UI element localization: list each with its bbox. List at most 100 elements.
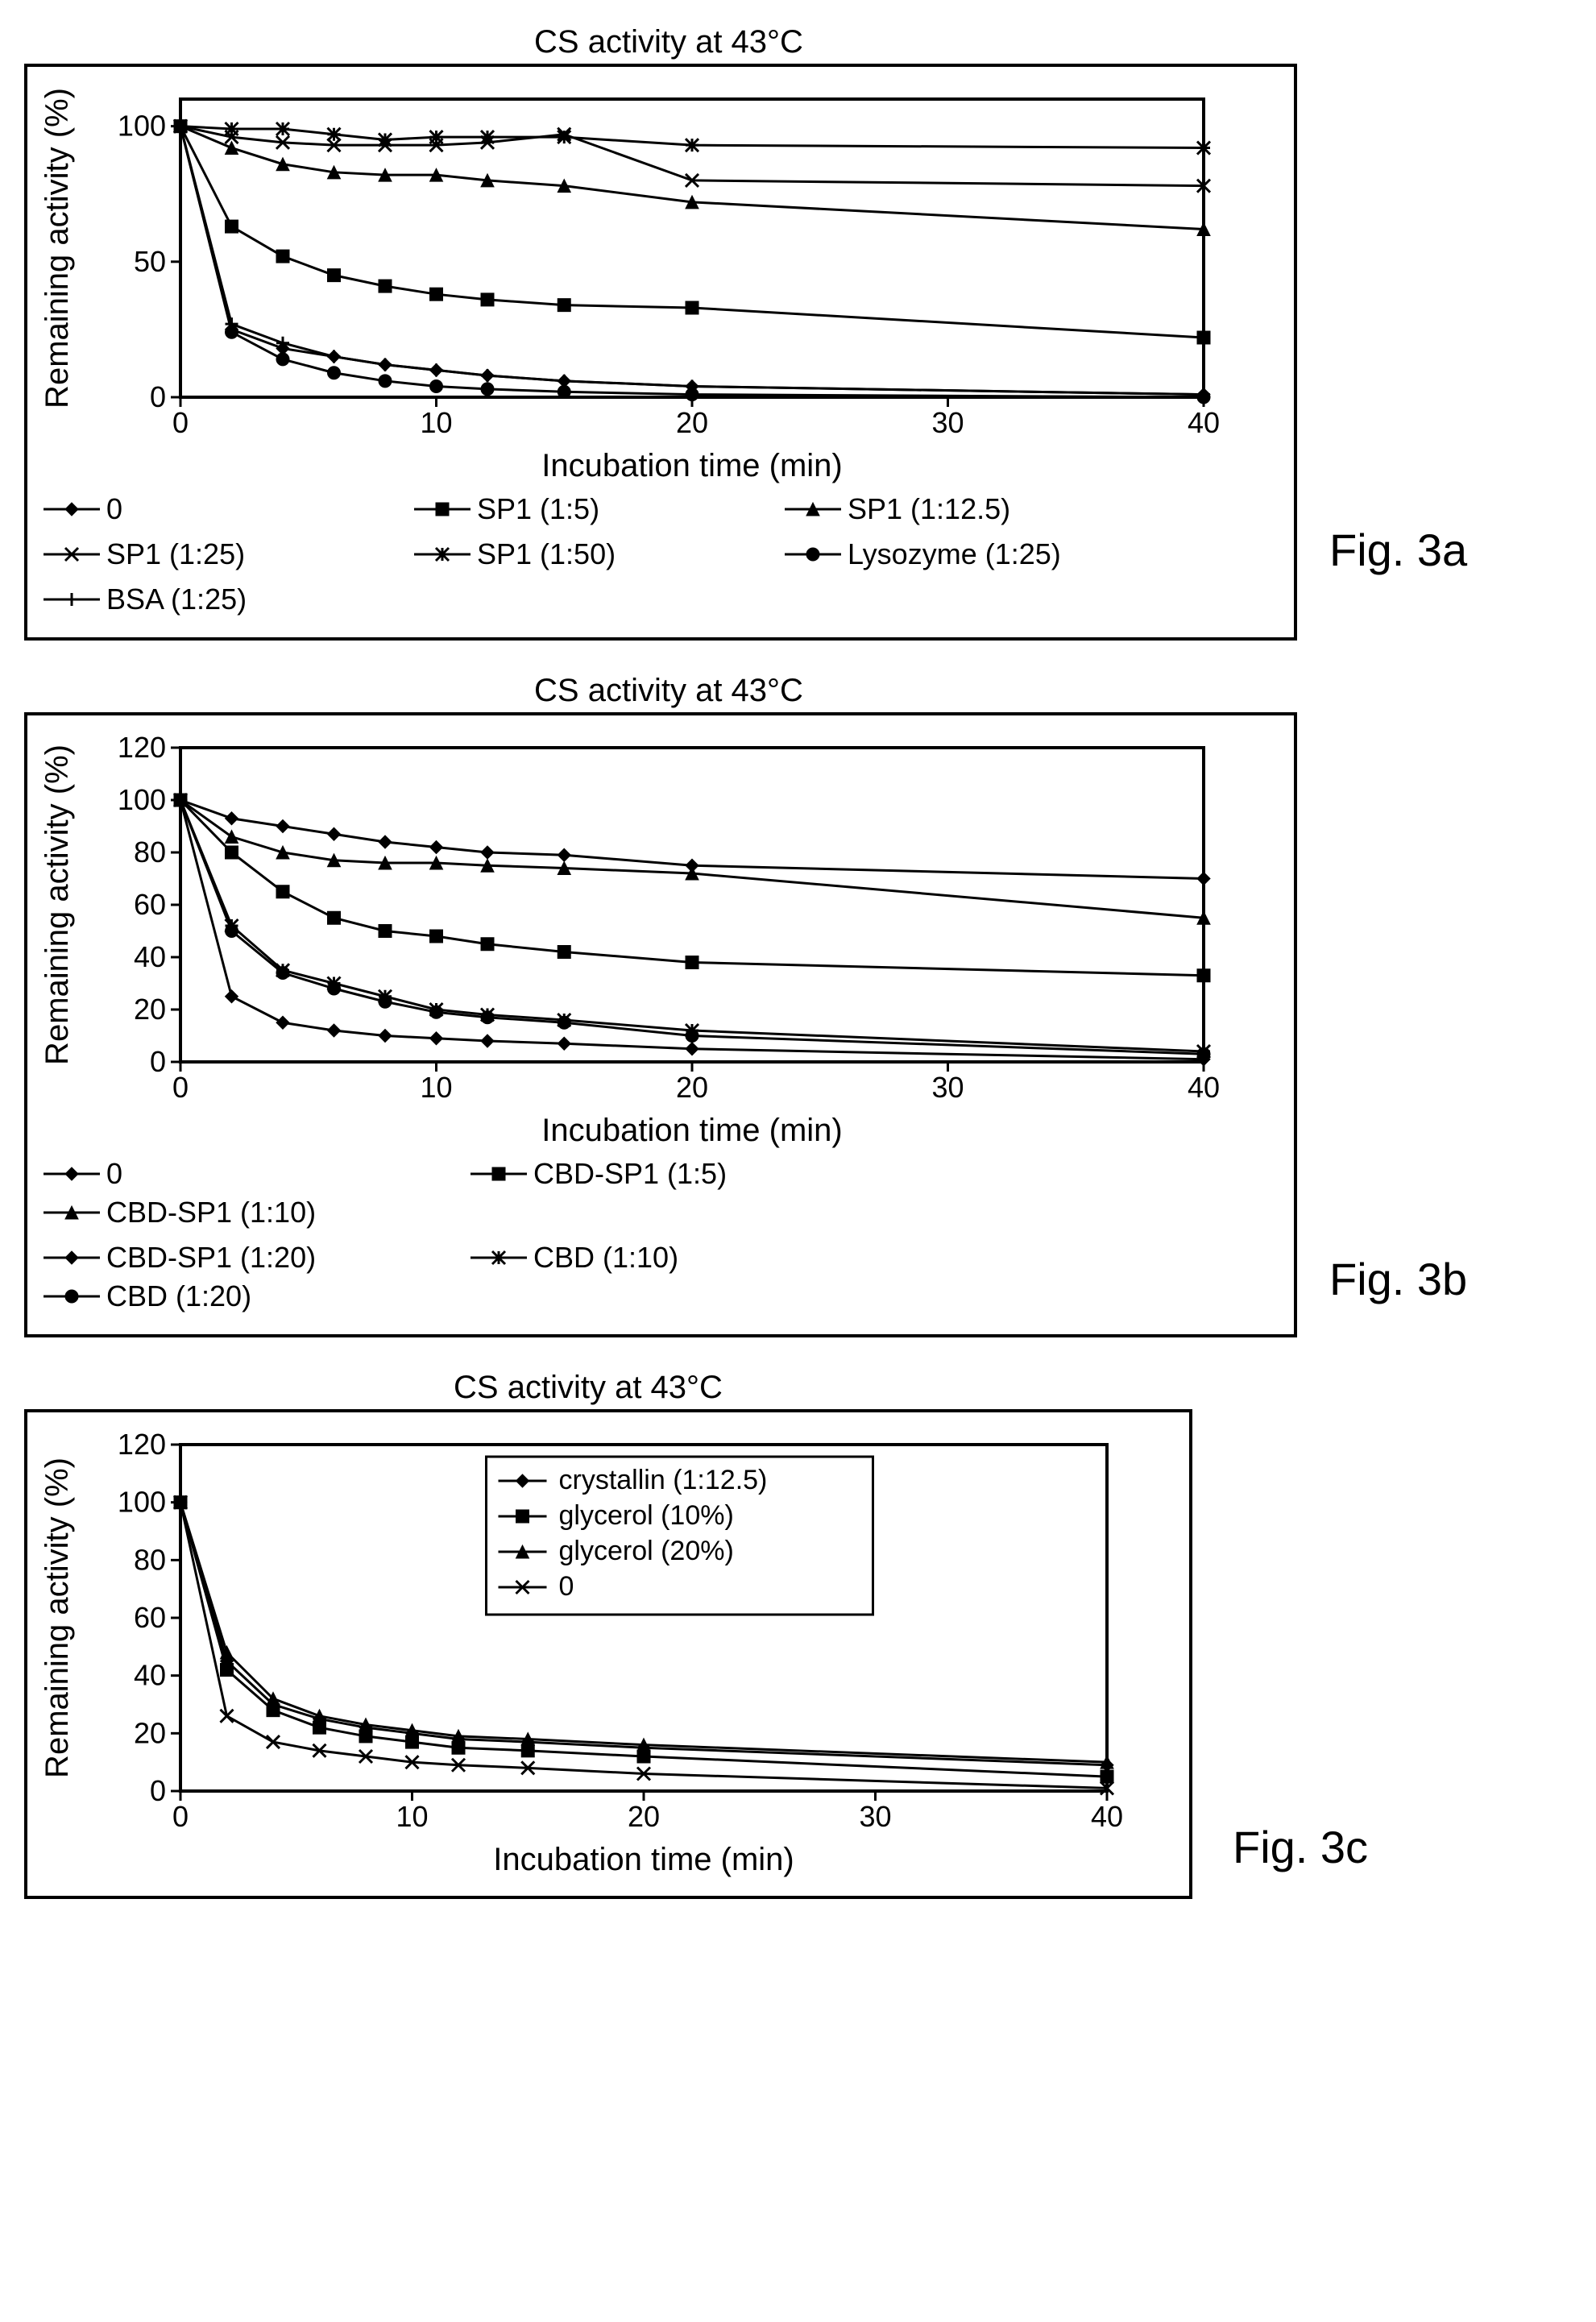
y-tick-label: 100 bbox=[118, 110, 166, 143]
y-tick-label: 80 bbox=[134, 1543, 166, 1576]
series-line bbox=[180, 800, 1204, 976]
legend-marker-icon bbox=[44, 497, 100, 521]
legend-marker-icon bbox=[44, 1284, 100, 1308]
chart-title-b: CS activity at 43°C bbox=[105, 673, 1233, 709]
legend-label: 0 bbox=[106, 492, 122, 526]
legend-a: 0 SP1 (1:5) SP1 (1:12.5) SP1 (1:25) SP1 (1:5… bbox=[44, 492, 1278, 621]
legend-label: crystallin (1:12.5) bbox=[559, 1465, 768, 1495]
x-axis-label: Incubation time (min) bbox=[541, 448, 842, 483]
x-tick-label: 20 bbox=[676, 1071, 708, 1104]
legend-label: BSA (1:25) bbox=[106, 583, 247, 616]
y-tick-label: 120 bbox=[118, 1428, 166, 1461]
legend-label: CBD-SP1 (1:5) bbox=[533, 1157, 727, 1191]
legend-item: CBD-SP1 (1:10) bbox=[44, 1196, 446, 1229]
legend-label: SP1 (1:50) bbox=[477, 537, 616, 571]
legend-item: BSA (1:25) bbox=[44, 583, 390, 616]
legend-item: 0 bbox=[44, 1157, 446, 1191]
x-tick-label: 30 bbox=[931, 406, 964, 439]
legend-marker-icon bbox=[44, 1246, 100, 1270]
legend-item: Lysozyme (1:25) bbox=[785, 537, 1188, 571]
chart-b: 0 20 40 60 80 100 120 0 10 20 30 40 Incubation time … bbox=[44, 732, 1278, 1151]
panel-b: 0 20 40 60 80 100 120 0 10 20 30 40 Incubation time … bbox=[24, 712, 1297, 1337]
legend-marker-icon bbox=[785, 542, 841, 566]
legend-row: SP1 (1:25) SP1 (1:50) Lysozyme (1:25) bbox=[44, 537, 1278, 576]
legend-label: CBD (1:20) bbox=[106, 1279, 251, 1313]
figure-label-c: Fig. 3c bbox=[1233, 1821, 1368, 1873]
y-tick-label: 40 bbox=[134, 940, 166, 973]
y-tick-label: 80 bbox=[134, 836, 166, 869]
legend-item: CBD-SP1 (1:5) bbox=[471, 1157, 873, 1191]
legend-label: CBD-SP1 (1:10) bbox=[106, 1196, 316, 1229]
legend-label: CBD (1:10) bbox=[533, 1241, 678, 1275]
x-tick-label: 30 bbox=[859, 1800, 891, 1833]
legend-marker-icon bbox=[785, 497, 841, 521]
panel-c: 0 20 40 60 80 100 120 0 10 20 30 40 Incubation time … bbox=[24, 1409, 1192, 1899]
legend-row: BSA (1:25) bbox=[44, 583, 1278, 621]
figure-label-a: Fig. 3a bbox=[1329, 524, 1467, 576]
x-tick-label: 40 bbox=[1188, 406, 1220, 439]
y-tick-label: 60 bbox=[134, 1601, 166, 1634]
legend-row: CBD-SP1 (1:20) CBD (1:10) CBD (1:20) bbox=[44, 1241, 1278, 1318]
legend-label: glycerol (10%) bbox=[559, 1500, 734, 1531]
x-tick-label: 30 bbox=[931, 1071, 964, 1104]
panel-a: 050100010203040Incubation time (min)Rema… bbox=[24, 64, 1297, 641]
x-tick-label: 20 bbox=[628, 1800, 660, 1833]
legend-item: SP1 (1:50) bbox=[414, 537, 761, 571]
legend-label: SP1 (1:12.5) bbox=[848, 492, 1010, 526]
legend-item: CBD (1:20) bbox=[44, 1279, 446, 1313]
y-tick-label: 20 bbox=[134, 993, 166, 1026]
legend-item: CBD (1:10) bbox=[471, 1241, 873, 1275]
chart-svg: 0 20 40 60 80 100 120 0 10 20 30 40 Incubation time … bbox=[44, 1428, 1155, 1880]
y-axis-label: Remaining activity (%) bbox=[44, 744, 75, 1065]
legend-row: 0 CBD-SP1 (1:5) CBD-SP1 (1:10) bbox=[44, 1157, 1278, 1234]
legend-marker-icon bbox=[44, 1200, 100, 1225]
x-axis-label: Incubation time (min) bbox=[541, 1113, 842, 1148]
legend-label: glycerol (20%) bbox=[559, 1536, 734, 1566]
y-tick-label: 0 bbox=[150, 380, 166, 413]
y-tick-label: 60 bbox=[134, 888, 166, 921]
x-tick-label: 10 bbox=[420, 406, 452, 439]
legend-marker-icon bbox=[471, 1162, 527, 1186]
legend-label: CBD-SP1 (1:20) bbox=[106, 1241, 316, 1275]
legend-label: SP1 (1:5) bbox=[477, 492, 599, 526]
y-tick-label: 120 bbox=[118, 732, 166, 764]
legend-item: CBD-SP1 (1:20) bbox=[44, 1241, 446, 1275]
x-axis-label: Incubation time (min) bbox=[493, 1842, 794, 1877]
chart-title-c: CS activity at 43°C bbox=[105, 1370, 1072, 1406]
legend-item: 0 bbox=[44, 492, 390, 526]
x-tick-label: 0 bbox=[172, 406, 189, 439]
legend-row: 0 SP1 (1:5) SP1 (1:12.5) bbox=[44, 492, 1278, 531]
legend-marker-icon bbox=[471, 1246, 527, 1270]
legend-label: 0 bbox=[559, 1571, 574, 1602]
legend-item: SP1 (1:25) bbox=[44, 537, 390, 571]
x-tick-label: 40 bbox=[1091, 1800, 1123, 1833]
y-tick-label: 40 bbox=[134, 1659, 166, 1692]
legend-item: SP1 (1:5) bbox=[414, 492, 761, 526]
legend-marker-icon bbox=[44, 542, 100, 566]
y-tick-label: 50 bbox=[134, 245, 166, 278]
x-tick-label: 40 bbox=[1188, 1071, 1220, 1104]
y-tick-label: 100 bbox=[118, 1486, 166, 1519]
x-tick-label: 0 bbox=[172, 1800, 189, 1833]
legend-item: SP1 (1:12.5) bbox=[785, 492, 1188, 526]
x-tick-label: 0 bbox=[172, 1071, 189, 1104]
legend-label: Lysozyme (1:25) bbox=[848, 537, 1061, 571]
chart-a: 050100010203040Incubation time (min)Rema… bbox=[44, 83, 1278, 486]
legend-b: 0 CBD-SP1 (1:5) CBD-SP1 (1:10) CBD-SP1 (1:2… bbox=[44, 1157, 1278, 1318]
legend-marker-icon bbox=[44, 1162, 100, 1186]
figure-label-b: Fig. 3b bbox=[1329, 1253, 1467, 1305]
x-tick-label: 10 bbox=[420, 1071, 452, 1104]
chart-title-a: CS activity at 43°C bbox=[105, 24, 1233, 60]
chart-svg: 0 20 40 60 80 100 120 0 10 20 30 40 Incubation time … bbox=[44, 732, 1252, 1151]
chart-svg: 050100010203040Incubation time (min)Rema… bbox=[44, 83, 1252, 486]
y-tick-label: 20 bbox=[134, 1716, 166, 1749]
legend-marker-icon bbox=[414, 542, 471, 566]
legend-label: 0 bbox=[106, 1157, 122, 1191]
x-tick-label: 10 bbox=[396, 1800, 428, 1833]
x-tick-label: 20 bbox=[676, 406, 708, 439]
y-tick-label: 0 bbox=[150, 1045, 166, 1078]
legend-marker-icon bbox=[44, 587, 100, 612]
y-tick-label: 100 bbox=[118, 783, 166, 816]
chart-c: 0 20 40 60 80 100 120 0 10 20 30 40 Incubation time … bbox=[44, 1428, 1173, 1880]
legend-marker-icon bbox=[414, 497, 471, 521]
